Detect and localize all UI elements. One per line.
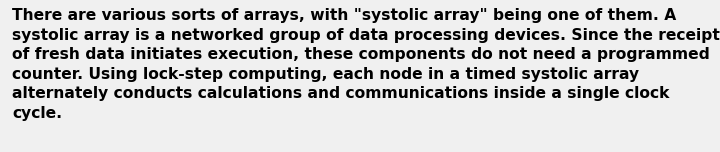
Text: There are various sorts of arrays, with "systolic array" being one of them. A
sy: There are various sorts of arrays, with … (12, 8, 720, 121)
